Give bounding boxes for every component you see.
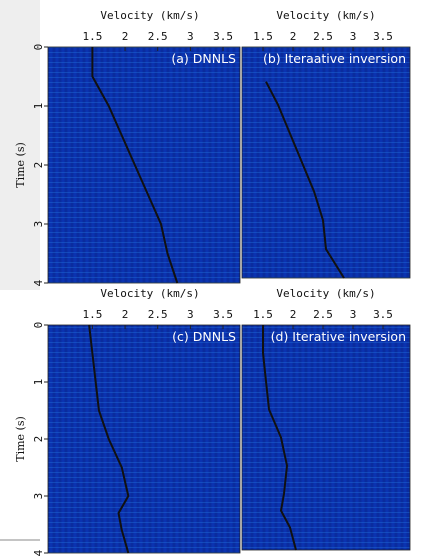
x-tick-label: 2	[290, 30, 297, 43]
x-tick-label: 1.5	[253, 30, 273, 43]
velocity-pick	[262, 325, 297, 551]
x-tick-label: 3.5	[373, 308, 393, 321]
velocity-pick	[265, 81, 345, 279]
x-tick-label: 2.5	[313, 308, 333, 321]
y-tick-label: 1	[32, 103, 45, 110]
x-tick-label: 2.5	[148, 308, 168, 321]
y-tick-label: 4	[32, 549, 45, 556]
y-axis-label: Time (s)	[14, 416, 27, 462]
velocity-pick	[91, 47, 179, 284]
x-tick-label: 3	[350, 308, 357, 321]
x-tick-label: 2.5	[313, 30, 333, 43]
panel-frame	[241, 46, 411, 279]
x-axis-label: Velocity (km/s)	[100, 9, 199, 22]
x-tick-label: 2	[122, 308, 129, 321]
y-tick-label: 2	[32, 162, 45, 169]
y-axis-label: Time (s)	[14, 142, 27, 188]
panel-label: (b) Iteraative inversion	[263, 51, 406, 66]
y-tick-label: 0	[32, 322, 45, 329]
semblance-panel	[48, 47, 240, 283]
y-tick-label: 3	[32, 221, 45, 228]
x-tick-label: 3	[350, 30, 357, 43]
x-tick-label: 3	[187, 30, 194, 43]
panel-frame	[241, 324, 411, 551]
y-tick-label: 1	[32, 379, 45, 386]
x-tick-label: 3.5	[213, 308, 233, 321]
x-axis-label: Velocity (km/s)	[100, 287, 199, 300]
x-tick-label: 2	[290, 308, 297, 321]
x-tick-label: 1.5	[82, 30, 102, 43]
panel-label: (d) Iterative inversion	[271, 329, 406, 344]
y-tick-label: 3	[32, 493, 45, 500]
y-tick-label: 2	[32, 436, 45, 443]
x-tick-label: 2	[122, 30, 129, 43]
x-tick-label: 3.5	[213, 30, 233, 43]
x-tick-label: 1.5	[82, 308, 102, 321]
x-tick-label: 3.5	[373, 30, 393, 43]
panel-label: (c) DNNLS	[172, 329, 236, 344]
semblance-panel	[48, 325, 240, 553]
x-axis-label: Velocity (km/s)	[276, 9, 375, 22]
panel-label: (a) DNNLS	[171, 51, 236, 66]
y-tick-label: 0	[32, 44, 45, 51]
window-edge	[0, 0, 40, 290]
x-tick-label: 3	[187, 308, 194, 321]
x-axis-label: Velocity (km/s)	[276, 287, 375, 300]
x-tick-label: 1.5	[253, 308, 273, 321]
semblance-panel	[242, 325, 410, 550]
x-tick-label: 2.5	[148, 30, 168, 43]
velocity-pick	[88, 324, 130, 554]
y-tick-label: 4	[32, 279, 45, 286]
